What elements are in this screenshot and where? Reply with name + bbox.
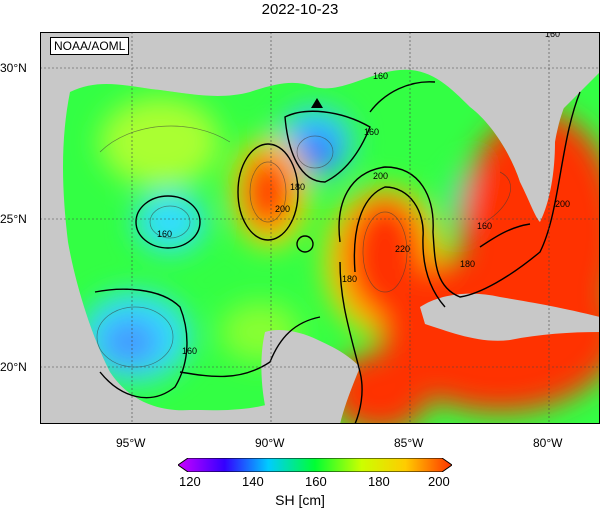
colorbar-unit-label: SH [cm] <box>275 492 325 508</box>
colorbar-tick: 200 <box>428 474 450 489</box>
thin-contours <box>96 125 511 368</box>
lon-tick: 95°W <box>116 436 146 450</box>
colorbar-tick: 120 <box>179 474 201 489</box>
contour-label: 180 <box>290 182 305 192</box>
lon-tick: 85°W <box>394 436 424 450</box>
contour-label: 160 <box>157 229 172 239</box>
contour-label: 220 <box>395 244 410 254</box>
colorbar-tick: 180 <box>368 474 390 489</box>
map-title: 2022-10-23 <box>261 1 339 18</box>
lat-tick: 25°N <box>0 212 27 226</box>
lat-tick: 20°N <box>0 360 27 374</box>
yucatan-landmass <box>261 329 360 424</box>
lon-tick: 90°W <box>255 436 285 450</box>
contour-label: 200 <box>275 204 290 214</box>
graticule <box>40 32 600 424</box>
lon-tick: 80°W <box>533 436 563 450</box>
contour-label: 160 <box>182 346 197 356</box>
contour-label: 200 <box>373 171 388 181</box>
contour-label: 200 <box>555 199 570 209</box>
contour-label: 160 <box>545 32 560 39</box>
contour-label: 180 <box>460 259 475 269</box>
lat-tick: 30°N <box>0 61 27 75</box>
contour-label: 160 <box>364 127 379 137</box>
florida-landmass <box>470 32 600 222</box>
bold-contours <box>94 81 581 424</box>
credit-label: NOAA/AOML <box>50 37 130 55</box>
colorbar-tick: 140 <box>242 474 264 489</box>
contour-label: 160 <box>477 221 492 231</box>
contour-label: 160 <box>373 71 388 81</box>
contour-label-group: 160 160 160 160 180 180 180 200 200 200 … <box>157 32 570 356</box>
colorbar <box>178 458 452 472</box>
contour-label: 180 <box>342 274 357 284</box>
cuba-landmass <box>420 293 600 341</box>
colorbar-tick: 160 <box>305 474 327 489</box>
buoy-triangle-icon <box>311 98 323 108</box>
map-plot: 160 160 160 160 180 180 180 200 200 200 … <box>40 32 600 424</box>
